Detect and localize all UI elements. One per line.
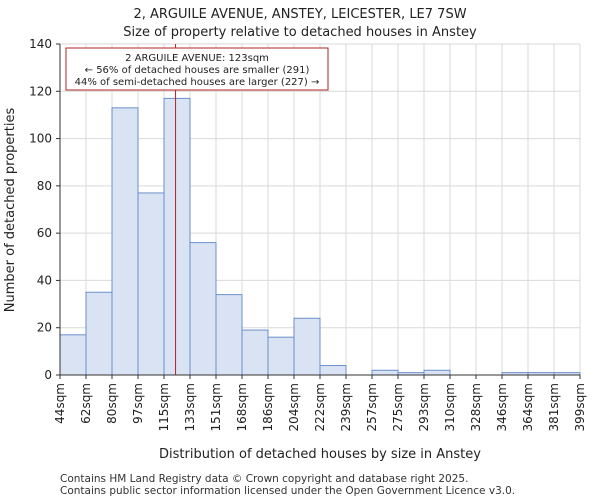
x-tick-label: 44sqm [53,383,67,424]
footer-line-1: Contains HM Land Registry data © Crown c… [60,473,468,485]
x-axis-label: Distribution of detached houses by size … [159,447,481,462]
x-tick-label: 257sqm [365,383,379,431]
y-ticks: 0 20 40 60 80 100 120 140 [29,37,60,382]
bar-186sqm [267,336,295,376]
y-tick-label: 120 [29,84,52,98]
footer-line-2: Contains public sector information licen… [60,485,515,497]
bar-204sqm [293,317,321,376]
x-ticks: 44sqm 62sqm 80sqm 97sqm 115sqm 133sqm 151sqm 16… [53,375,587,431]
y-tick-label: 40 [37,273,52,287]
y-tick-label: 100 [29,132,52,146]
x-tick-label: 364sqm [521,383,535,431]
x-tick-label: 151sqm [209,383,223,431]
bar-62sqm [85,291,113,376]
bar-133sqm [189,242,217,376]
bar-115sqm [163,97,191,376]
x-tick-label: 293sqm [417,383,431,431]
x-tick-label: 115sqm [157,383,171,431]
x-tick-label: 168sqm [235,383,249,431]
bar-222sqm [319,365,347,376]
x-tick-label: 133sqm [183,383,197,431]
chart-subtitle: Size of property relative to detached ho… [123,25,477,40]
bar-293sqm [423,369,451,376]
y-tick-label: 20 [37,321,52,335]
x-tick-label: 186sqm [261,383,275,431]
y-tick-label: 60 [37,226,52,240]
bar-97sqm [137,192,165,376]
x-tick-label: 399sqm [573,383,587,431]
x-tick-label: 381sqm [547,383,561,431]
x-tick-label: 346sqm [495,383,509,431]
x-tick-label: 222sqm [313,383,327,431]
x-tick-label: 80sqm [105,383,119,424]
y-tick-label: 80 [37,179,52,193]
x-tick-label: 204sqm [287,383,301,431]
bars [59,97,581,376]
x-tick-label: 239sqm [339,383,353,431]
annotation-line-2: ← 56% of detached houses are smaller (29… [85,65,310,76]
annotation-line-3: 44% of semi-detached houses are larger (… [75,77,320,88]
y-tick-label: 140 [29,37,52,51]
bar-151sqm [215,294,243,376]
bar-80sqm [111,107,139,376]
annotation-line-1: 2 ARGUILE AVENUE: 123sqm [125,53,269,64]
annotation-box: 2 ARGUILE AVENUE: 123sqm ← 56% of detach… [65,47,329,91]
chart-title: 2, ARGUILE AVENUE, ANSTEY, LEICESTER, LE… [133,7,466,22]
y-axis-label: Number of detached properties [3,108,18,313]
x-tick-label: 97sqm [131,383,145,424]
bar-168sqm [241,329,269,376]
x-tick-label: 328sqm [469,383,483,431]
x-tick-label: 62sqm [79,383,93,424]
y-tick-label: 0 [44,368,52,382]
bar-44sqm [59,334,87,376]
x-tick-label: 275sqm [391,383,405,431]
x-tick-label: 310sqm [443,383,457,431]
bar-257sqm [371,369,399,376]
